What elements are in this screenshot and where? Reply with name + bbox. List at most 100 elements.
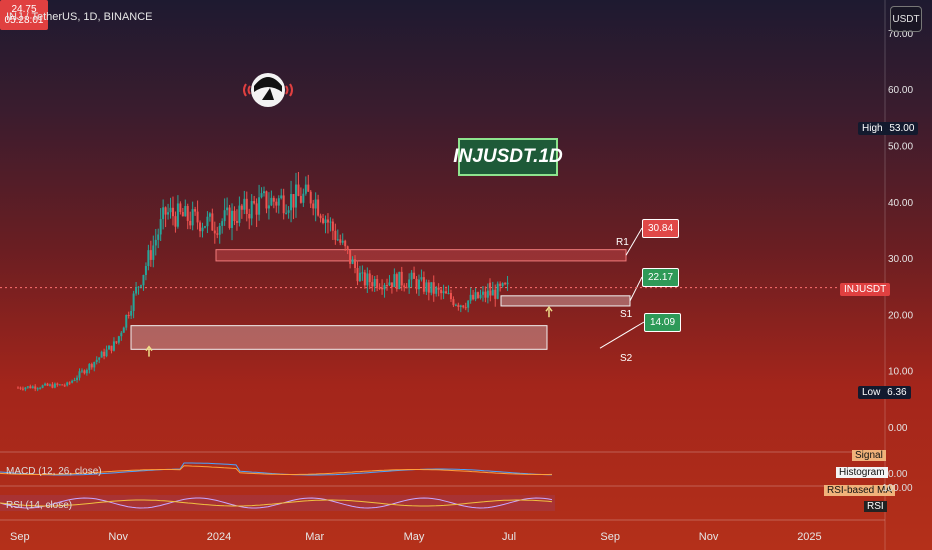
- candle-body: [100, 351, 103, 358]
- candle-body: [85, 369, 88, 374]
- x-tick-label: Nov: [699, 531, 719, 543]
- candle-body: [351, 259, 354, 264]
- candle-body: [48, 384, 51, 386]
- candle-body: [432, 282, 435, 294]
- zone-s1: [500, 295, 631, 307]
- low-tag: Low 6.36: [858, 386, 911, 399]
- candle-body: [366, 273, 369, 286]
- candle-body: [415, 278, 418, 290]
- rsi-line: [0, 497, 553, 509]
- candle-body: [489, 282, 491, 289]
- candle-body: [19, 387, 22, 389]
- candle-body: [167, 212, 170, 215]
- macd-line: [0, 462, 553, 476]
- candle-body: [324, 219, 327, 224]
- candle-body: [472, 294, 475, 300]
- candle-body: [213, 230, 216, 234]
- candle-body: [405, 287, 408, 289]
- candle-body: [341, 240, 344, 243]
- y-tick-label: 40.00: [888, 198, 913, 209]
- candle-body: [329, 221, 332, 223]
- candle-body: [390, 282, 393, 288]
- candle-body: [449, 293, 452, 300]
- y-tick-label: 10.00: [888, 367, 913, 378]
- candle-body: [361, 272, 364, 274]
- candle-body: [275, 201, 278, 206]
- candle-body: [354, 259, 357, 269]
- candle-body: [408, 279, 411, 288]
- candle-body: [44, 383, 47, 386]
- candle-body: [400, 271, 403, 286]
- candle-body: [191, 209, 194, 226]
- candle-body: [231, 210, 234, 228]
- candle-body: [452, 299, 455, 306]
- candle-body: [494, 289, 497, 299]
- rsi-band: [0, 495, 555, 511]
- candle-body: [184, 206, 187, 217]
- candle-body: [457, 304, 460, 308]
- candle-body: [203, 226, 206, 228]
- candle-body: [454, 304, 457, 306]
- candle-body: [76, 377, 79, 380]
- candle-body: [39, 387, 42, 389]
- candle-body: [427, 282, 430, 293]
- candle-body: [21, 388, 24, 390]
- x-tick-label: Sep: [10, 531, 30, 543]
- candle-body: [164, 207, 167, 215]
- candle-body: [297, 184, 300, 196]
- candle-body: [228, 207, 231, 228]
- macd-legend[interactable]: MACD (12, 26, close): [6, 466, 102, 477]
- candle-body: [159, 219, 162, 235]
- candle-body: [299, 195, 302, 203]
- candle-body: [17, 387, 19, 389]
- candle-body: [108, 345, 111, 350]
- candle-body: [98, 357, 101, 360]
- candle-body: [484, 291, 487, 298]
- candle-body: [63, 385, 66, 387]
- candle-body: [162, 207, 165, 220]
- x-tick-label: 2024: [207, 531, 231, 543]
- candle-body: [29, 386, 32, 389]
- candle-body: [425, 282, 428, 292]
- candle-body: [272, 197, 275, 202]
- candle-body: [61, 384, 64, 386]
- candle-body: [445, 291, 448, 294]
- currency-button[interactable]: USDT: [890, 6, 922, 32]
- candle-body: [125, 315, 128, 328]
- candle-body: [398, 271, 401, 290]
- candle-body: [346, 246, 349, 250]
- candle-body: [378, 287, 381, 289]
- support-arrow-head: [145, 345, 153, 352]
- symbol-title[interactable]: INJ / TetherUS, 1D, BINANCE: [6, 11, 153, 23]
- candle-body: [105, 349, 108, 357]
- macd-histogram-tag: Histogram: [836, 467, 888, 478]
- candle-body: [302, 193, 305, 203]
- candle-body: [181, 211, 184, 217]
- candle-body: [218, 225, 221, 235]
- r1-value-tag: 30.84: [642, 219, 680, 238]
- candle-body: [226, 207, 229, 211]
- candle-body: [235, 220, 238, 223]
- candle-body: [309, 191, 312, 204]
- candle-body: [240, 205, 243, 210]
- rsi-legend[interactable]: RSI (14, close): [6, 500, 73, 511]
- candle-body: [147, 250, 150, 267]
- candle-body: [221, 221, 224, 226]
- candle-body: [287, 210, 290, 213]
- x-tick-label: Nov: [108, 531, 128, 543]
- candle-body: [280, 195, 283, 199]
- candle-body: [479, 294, 482, 298]
- candle-body: [499, 283, 502, 287]
- candle-body: [142, 274, 145, 286]
- candle-body: [486, 290, 489, 298]
- candle-body: [371, 282, 374, 287]
- candle-body: [417, 279, 420, 290]
- macd-zero-label: 0.00: [888, 469, 908, 480]
- candle-body: [117, 336, 120, 343]
- r1-label: R1: [616, 237, 629, 248]
- candle-body: [130, 310, 133, 316]
- candle-body: [277, 198, 280, 206]
- candle-body: [260, 193, 263, 198]
- candle-body: [462, 305, 465, 308]
